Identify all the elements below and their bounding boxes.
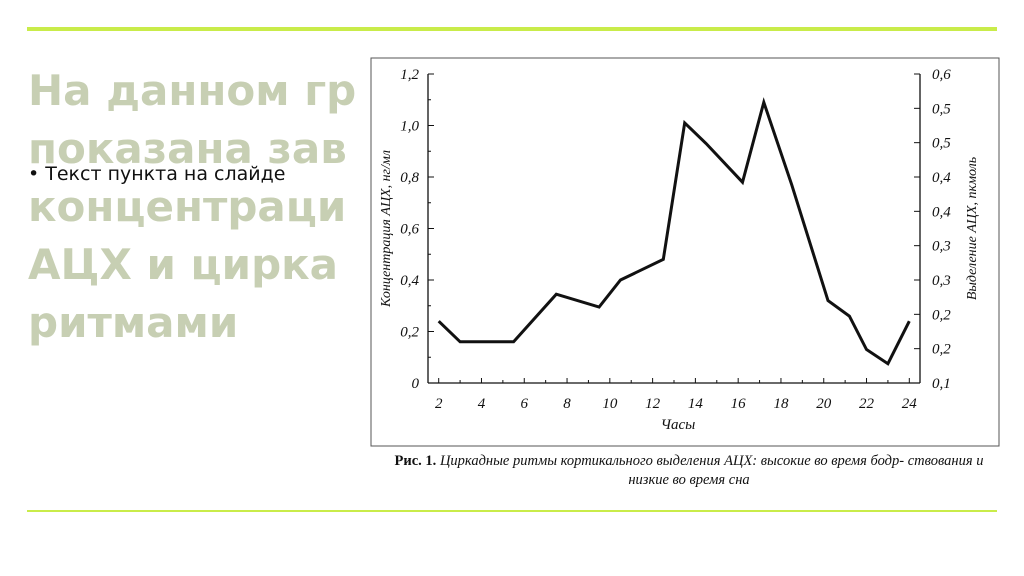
bullet-marker: •: [28, 163, 40, 185]
caption-text: Циркадные ритмы кортикального выделения …: [439, 453, 984, 488]
y-tick-label-right: 0,2: [932, 342, 951, 358]
figure-caption: Рис. 1. Циркадные ритмы кортикального вы…: [383, 452, 995, 490]
y-tick-label-left: 1,2: [400, 67, 419, 83]
x-tick-label: 24: [902, 396, 918, 412]
x-tick-label: 16: [731, 396, 747, 412]
line-chart: 2 4 6 8 10 12 14 16 18 20 22 2400,20,40,60,81,01,20…: [370, 57, 1000, 447]
y-tick-label-left: 1,0: [400, 119, 419, 135]
title-line-2: показана зав: [28, 124, 347, 173]
y-tick-label-left: 0,6: [400, 222, 419, 238]
title-line-5: ритмами: [28, 298, 239, 347]
x-tick-label: 14: [688, 396, 704, 412]
y-tick-label-right: 0,3: [932, 239, 951, 255]
y-tick-label-right: 0,2: [932, 307, 951, 323]
y-tick-label-right: 0,4: [932, 170, 951, 186]
x-tick-label: 12: [645, 396, 661, 412]
y-tick-label-left: 0,8: [400, 170, 419, 186]
x-tick-label: 20: [816, 396, 832, 412]
x-tick-label: 18: [773, 396, 789, 412]
y-tick-label-right: 0,4: [932, 204, 951, 220]
data-series-line: [437, 97, 911, 366]
x-tick-label: 22: [859, 396, 875, 412]
bullet-item: • Текст пункта на слайде: [28, 163, 285, 185]
caption-label: Рис. 1.: [394, 453, 437, 469]
y-tick-label-right: 0,3: [932, 273, 951, 289]
y-axis-title-right: Выделение АЦХ, пкмоль: [965, 157, 980, 300]
y-tick-label-left: 0: [412, 376, 420, 392]
x-tick-label: 2: [435, 396, 443, 412]
title-line-1: На данном гр: [28, 66, 357, 115]
y-tick-label-right: 0,5: [932, 136, 951, 152]
chart-figure: 2 4 6 8 10 12 14 16 18 20 22 24 0 0,2 0,4 0,6 0,8 1,0 1,2 0…: [370, 57, 1000, 497]
y-tick-label-left: 0,2: [400, 325, 419, 341]
title-line-3: концентраци: [28, 182, 347, 231]
title-line-4: АЦХ и цирка: [28, 240, 338, 289]
x-tick-label: 8: [563, 396, 571, 412]
bullet-text: Текст пункта на слайде: [45, 163, 286, 185]
chart-frame: [370, 57, 1000, 447]
y-tick-label-right: 0,5: [932, 101, 951, 117]
bottom-accent-rule: [27, 510, 997, 512]
y-axis-title-left: Концентрация АЦХ, нг/мл: [379, 150, 394, 308]
x-tick-label: 10: [602, 396, 618, 412]
x-axis-title: Часы: [661, 417, 696, 433]
y-tick-label-right: 0,6: [932, 67, 951, 83]
slide-title: На данном гр показана зав концентраци АЦ…: [28, 62, 728, 352]
top-accent-rule: [27, 27, 997, 31]
y-tick-label-left: 0,4: [400, 273, 419, 289]
x-tick-label: 6: [521, 396, 529, 412]
x-tick-label: 4: [478, 396, 486, 412]
y-tick-label-right: 0,1: [932, 376, 951, 392]
